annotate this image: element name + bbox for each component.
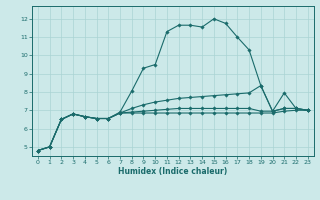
X-axis label: Humidex (Indice chaleur): Humidex (Indice chaleur) [118, 167, 228, 176]
